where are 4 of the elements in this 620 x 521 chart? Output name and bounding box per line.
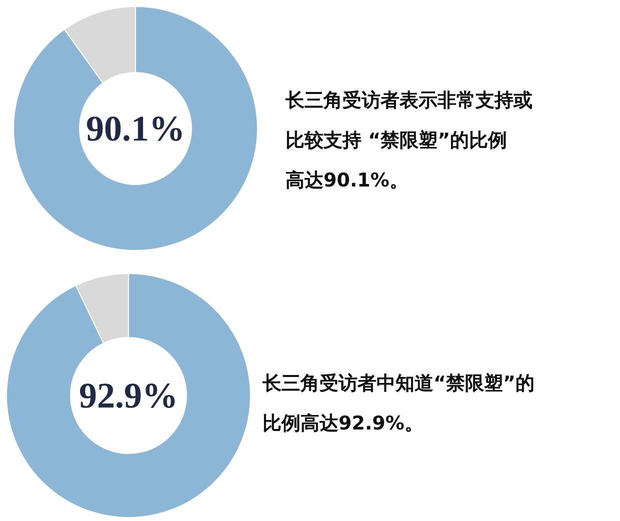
text: 长三角受访者表示非常支持或比较支持 “禁限塑”的比例高达90.1%。 (284, 90, 532, 192)
text: 90.1% (86, 108, 185, 148)
text: 长三角受访者中知道“禁限塑”的比例高达92.9%。 (262, 372, 534, 434)
text: 92.9% (79, 376, 178, 416)
